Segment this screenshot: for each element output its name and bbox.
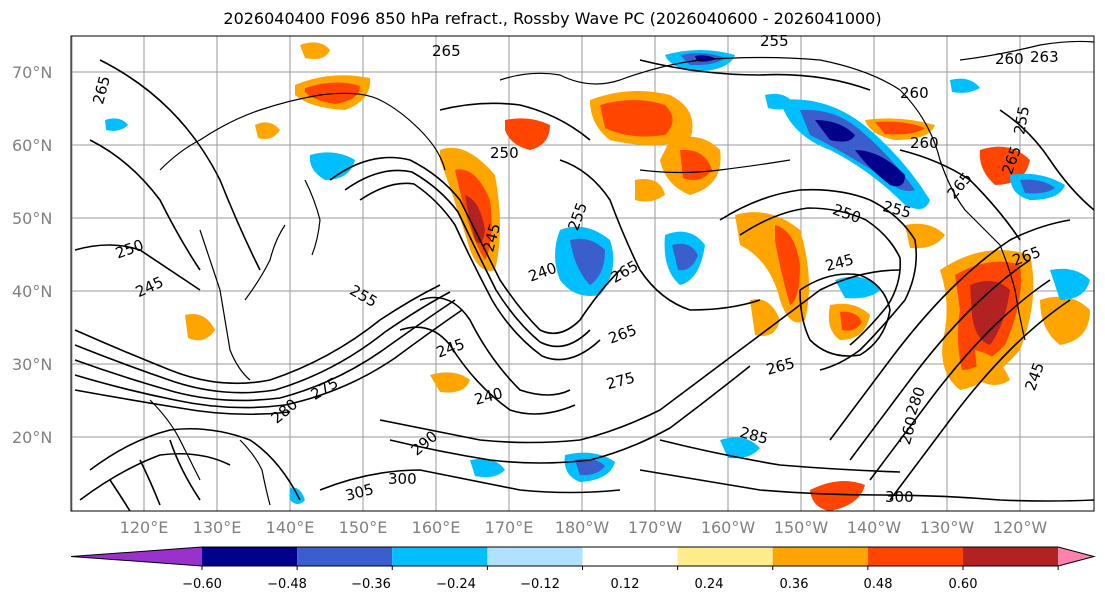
lon-label: 170°E [484,518,534,537]
contour-label: 263 [1030,48,1059,66]
lon-label: 130°W [919,518,975,537]
lon-label: 170°W [627,518,683,537]
colorbar-bin [772,547,868,566]
colorbar-bin [392,547,488,566]
lon-label: 120°E [119,518,169,537]
colorbar-bin [867,547,963,566]
colorbar-tick-label: 0.24 [694,577,724,592]
colorbar-tick-label: −0.12 [520,577,560,592]
lon-label: 160°W [700,518,756,537]
contour-label: 255 [760,32,789,50]
colorbar-bin [1058,547,1094,566]
colorbar-tick-label: −0.60 [182,577,222,592]
contour-label: 250 [490,144,519,162]
negative-anomaly-shading [105,50,1090,504]
colorbar [70,546,1096,570]
lat-label: 60°N [12,136,53,155]
lat-label: 30°N [12,355,53,374]
lon-label: 130°E [192,518,242,537]
colorbar-tick-label: 0.36 [779,577,809,592]
lon-label: 140°W [846,518,902,537]
colorbar-tick-label: −0.24 [436,577,476,592]
colorbar-tick-label: 0.12 [610,577,640,592]
contour-label: 265 [432,42,461,60]
lat-label: 40°N [12,282,53,301]
contour-label: 260 [900,84,929,102]
lat-label: 20°N [12,428,53,447]
colorbar-bin [487,547,583,566]
contour-label: 260 [910,134,939,152]
lon-label: 140°E [265,518,315,537]
lat-label: 70°N [12,63,53,82]
contour-label: 260 [995,50,1024,68]
refractivity-contours [74,59,1094,511]
colorbar-bin [582,547,678,566]
colorbar-tick-label: −0.48 [267,577,307,592]
lon-label: 150°W [773,518,829,537]
coastlines [149,40,1094,506]
map-title: 2026040400 F096 850 hPa refract., Rossby… [223,9,882,28]
colorbar-bin [297,547,393,566]
colorbar-bin [202,547,298,566]
lon-label: 120°W [992,518,1048,537]
colorbar-bin [677,547,773,566]
lon-label: 160°E [411,518,461,537]
colorbar-bin [71,547,202,566]
contour-label: 300 [388,470,417,488]
lat-label: 50°N [12,209,53,228]
lon-label: 180°W [554,518,610,537]
contour-label: 255 [1010,105,1033,136]
colorbar-tick-label: −0.36 [351,577,391,592]
colorbar-bin [963,547,1059,566]
colorbar-tick-label: 0.48 [863,577,893,592]
map-frame [70,35,1095,512]
colorbar-tick-label: 0.60 [948,577,978,592]
contour-label: 300 [885,488,914,506]
lon-label: 150°E [338,518,388,537]
